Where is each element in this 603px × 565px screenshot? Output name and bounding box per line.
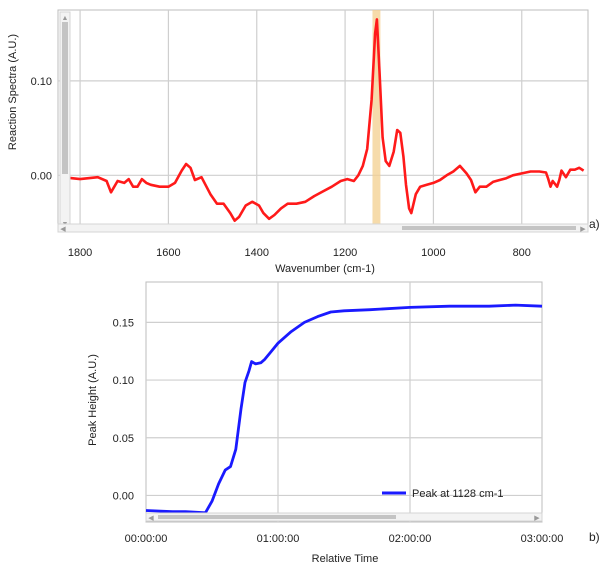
chart-b-grid [146, 282, 542, 522]
x-tick-label: 01:00:00 [257, 533, 300, 545]
vertical-scrollbar-thumb[interactable] [62, 22, 68, 174]
chart-a-y-ticks: 0.00 0.10 [31, 76, 52, 182]
chart-b: ◀ ▶ Peak at 1128 cm-1 00:00:00 01:00:00 02… [87, 281, 600, 565]
x-tick-label: 800 [513, 247, 531, 259]
chart-b-panel-label: b) [589, 530, 600, 544]
x-tick-label: 1800 [68, 247, 92, 259]
highlight-band [372, 10, 381, 224]
horizontal-scrollbar[interactable] [57, 223, 589, 233]
chart-a-panel-label: a) [589, 217, 600, 231]
y-tick-label: 0.10 [113, 375, 134, 387]
scroll-up-arrow[interactable]: ▲ [62, 15, 69, 22]
chart-b-plot-area [145, 281, 543, 523]
chart-b-y-axis-label: Peak Height (A.U.) [87, 354, 99, 446]
horizontal-scrollbar-thumb[interactable] [402, 226, 576, 230]
x-tick-label: 1200 [333, 247, 357, 259]
scroll-left-arrow[interactable]: ◀ [60, 226, 66, 233]
chart-b-scroll-left-arrow[interactable]: ◀ [148, 515, 154, 522]
y-tick-label: 0.10 [31, 76, 52, 88]
chart-b-y-ticks: 0.00 0.05 0.10 0.15 [113, 317, 134, 502]
x-tick-label: 00:00:00 [125, 533, 168, 545]
x-tick-label: 1000 [421, 247, 445, 259]
chart-a-plot-area [57, 9, 589, 233]
chart-b-x-ticks: 00:00:00 01:00:00 02:00:00 03:00:00 [125, 533, 564, 545]
series-line-reaction-spectrum [62, 18, 585, 222]
x-tick-label: 02:00:00 [389, 533, 432, 545]
legend-label: Peak at 1128 cm-1 [412, 488, 504, 500]
chart-a-x-axis-label: Wavenumber (cm-1) [275, 263, 375, 275]
series-line-peak-height [145, 303, 543, 515]
y-tick-label: 0.00 [113, 490, 134, 502]
chart-b-x-axis-label: Relative Time [312, 553, 379, 565]
x-tick-label: 1600 [156, 247, 180, 259]
x-tick-label: 1400 [245, 247, 269, 259]
chart-a-x-ticks: 1800 1600 1400 1200 1000 800 [68, 247, 531, 259]
y-tick-label: 0.00 [31, 170, 52, 182]
scroll-right-arrow[interactable]: ▶ [580, 226, 586, 233]
y-tick-label: 0.15 [113, 317, 134, 329]
chart-b-horizontal-scrollbar-thumb[interactable] [158, 515, 396, 519]
y-tick-label: 0.05 [113, 433, 134, 445]
chart-a-y-axis-label: Reaction Spectra (A.U.) [7, 34, 19, 150]
x-tick-label: 03:00:00 [521, 533, 564, 545]
chart-b-scroll-right-arrow[interactable]: ▶ [534, 515, 540, 522]
chart-a-grid [58, 10, 588, 232]
